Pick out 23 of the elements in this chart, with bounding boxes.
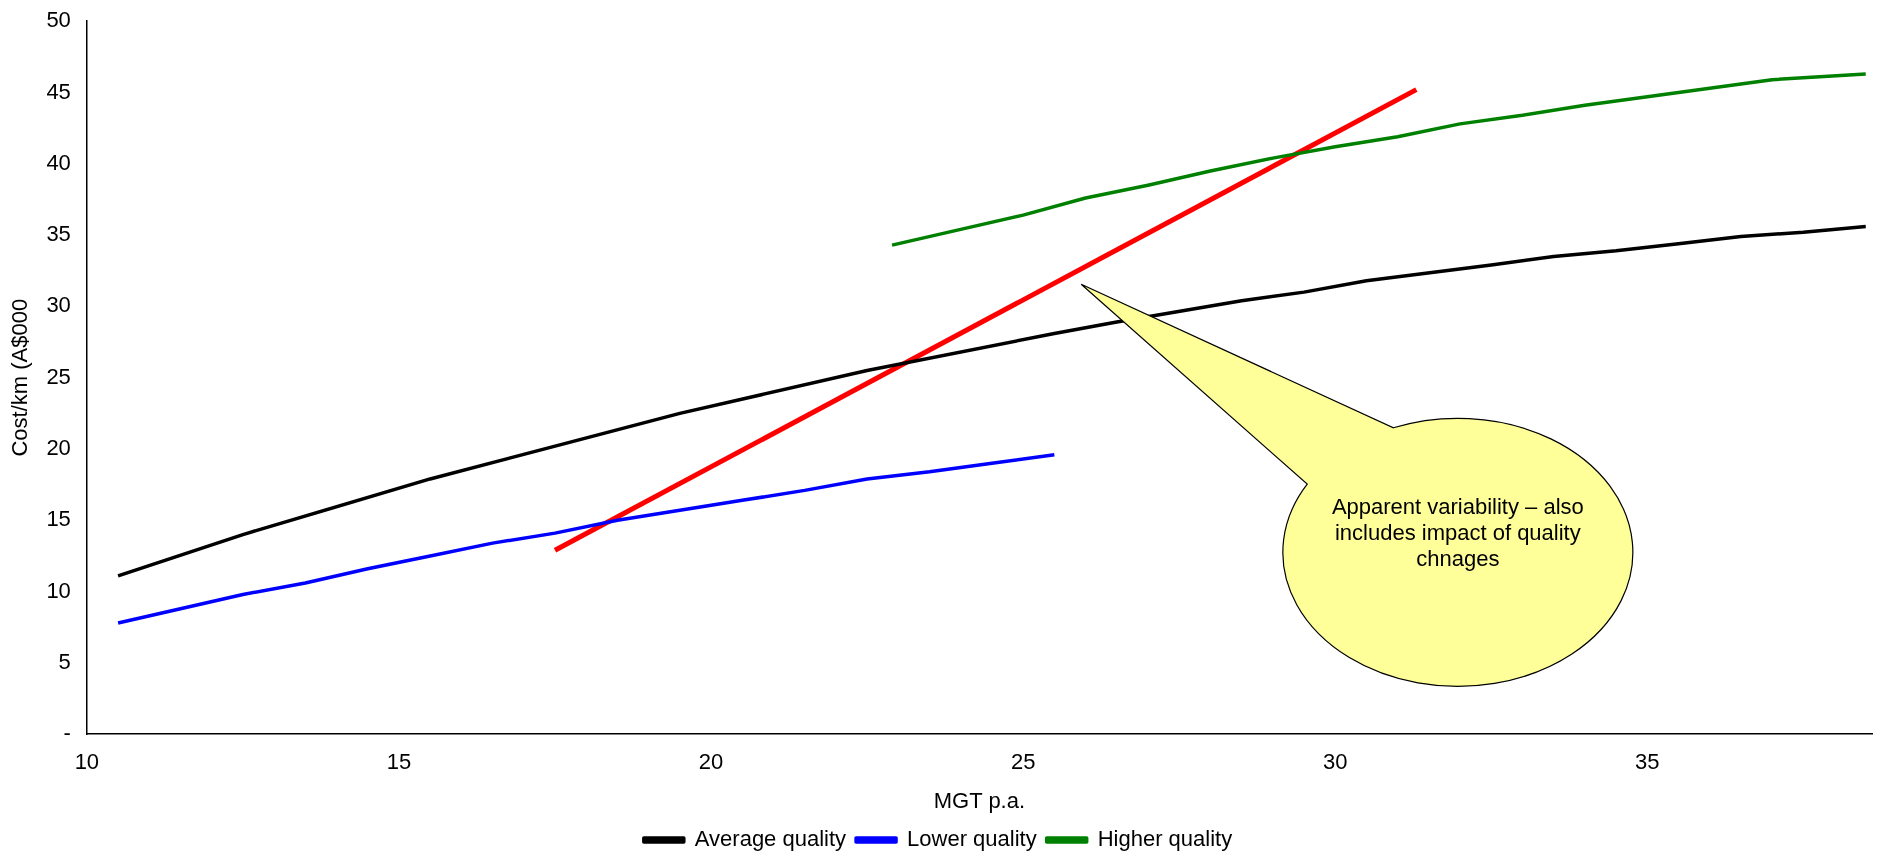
y-tick-label: 20 xyxy=(46,435,71,461)
x-tick-label: 20 xyxy=(698,749,724,775)
y-tick-label: 35 xyxy=(46,221,71,247)
x-axis-title: MGT p.a. xyxy=(933,787,1026,813)
y-tick-label: 5 xyxy=(58,648,71,674)
annotation: Apparent variability – also includes impact of quality chnages xyxy=(1330,494,1585,573)
y-tick-label: 30 xyxy=(46,292,71,318)
x-tick-label: 35 xyxy=(1635,749,1660,775)
y-tick-label: 15 xyxy=(46,506,71,532)
y-tick-label: 40 xyxy=(46,149,71,175)
y-tick-label: 10 xyxy=(46,577,71,603)
y-tick-label: 50 xyxy=(46,7,71,33)
x-tick-label: 10 xyxy=(74,749,100,775)
y-tick-label: 45 xyxy=(46,78,71,104)
y-axis-title: Cost/km (A$000 xyxy=(7,298,33,457)
x-tick-label: 15 xyxy=(386,749,412,775)
y-tick-label: 25 xyxy=(46,363,71,389)
legend-label: Lower quality xyxy=(907,826,1037,852)
y-tick-label: - xyxy=(63,720,71,746)
legend-label: Average quality xyxy=(694,826,847,852)
x-tick-label: 25 xyxy=(1010,749,1036,775)
legend-label: Higher quality xyxy=(1097,826,1233,852)
x-tick-label: 30 xyxy=(1322,749,1348,775)
